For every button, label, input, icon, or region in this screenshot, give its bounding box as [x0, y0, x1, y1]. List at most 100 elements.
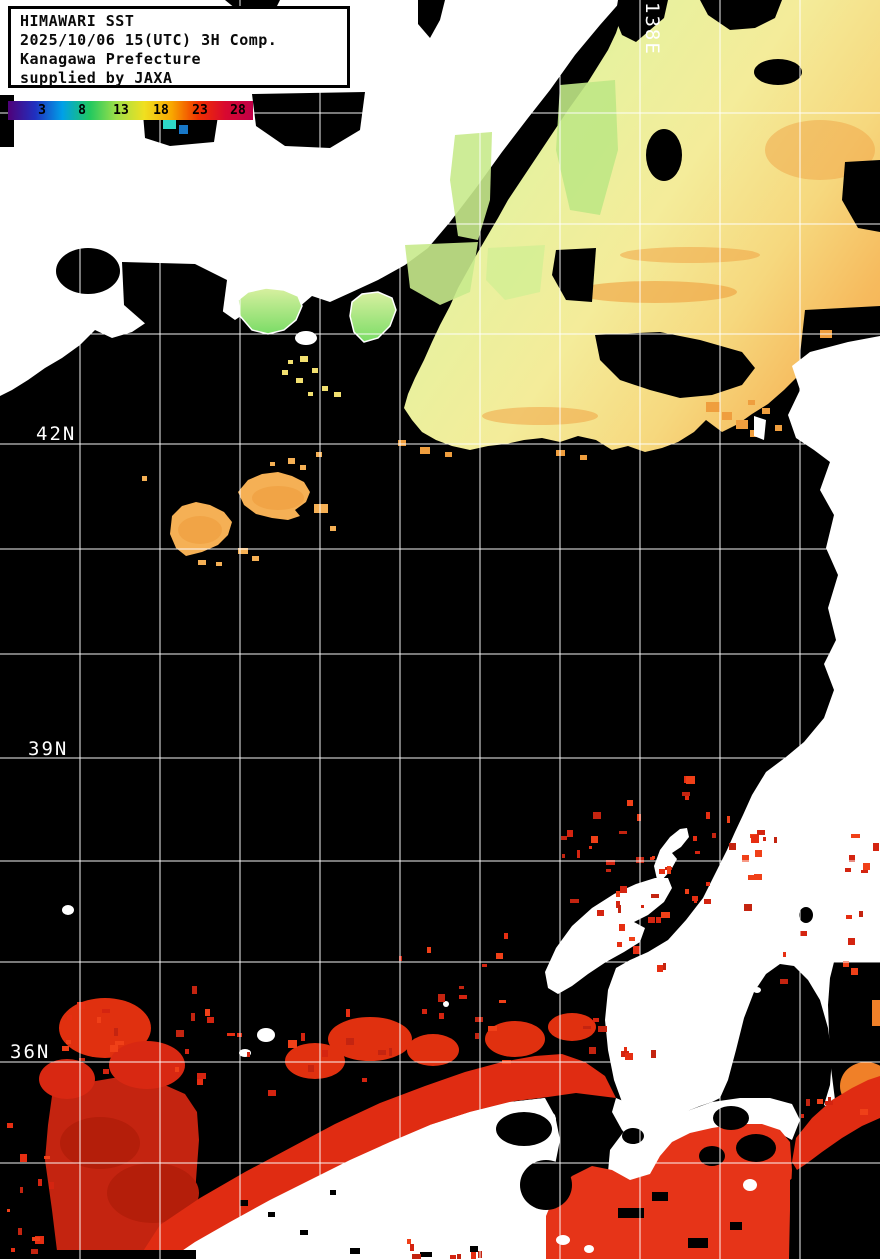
sea-right-of-colorbar	[252, 92, 365, 148]
sst-speckle	[504, 933, 508, 939]
sst-speckle	[110, 1045, 118, 1052]
sst-speckle	[682, 792, 690, 796]
colorbar-tick: 13	[113, 103, 129, 118]
sst-speckle	[706, 882, 710, 886]
sst-speckle	[66, 1040, 71, 1044]
sst-speckle	[62, 1046, 69, 1051]
sst-speckle	[633, 946, 640, 954]
sst-speckle	[817, 1099, 823, 1104]
sst-speckle	[227, 1033, 235, 1036]
sst-speckle	[861, 870, 868, 873]
sst-speckle	[801, 1114, 804, 1118]
map-region: Kanagawa Prefecture	[20, 50, 202, 68]
lat-label-42n: 42N	[36, 423, 76, 445]
sst-speckle	[806, 1099, 810, 1106]
sst-speckle	[695, 851, 700, 854]
sst-speckle	[744, 904, 752, 911]
sst-speckle	[859, 911, 863, 917]
sst-speckle	[475, 1033, 479, 1039]
sst-speckle	[637, 814, 641, 821]
sst-speckle	[288, 1040, 297, 1048]
sst-speckle	[114, 1028, 118, 1036]
sst-speckle	[606, 860, 615, 865]
sst-speckle	[693, 836, 697, 841]
sst-speckle	[846, 915, 852, 919]
sst-speckle	[606, 869, 611, 872]
colorbar-tick: 8	[78, 103, 86, 118]
sst-speckle	[783, 952, 786, 957]
sst-speckle	[77, 1002, 85, 1009]
sst-speckle	[567, 830, 573, 837]
sst-speckle	[97, 1017, 101, 1023]
sst-speckle	[67, 1015, 72, 1020]
sst-speckle-layer	[7, 776, 879, 1259]
lat-label-39n: 39N	[28, 738, 68, 760]
teal-speck	[163, 119, 176, 129]
sst-speckle	[667, 866, 671, 874]
sst-speckle	[593, 1018, 599, 1022]
sst-speckle	[663, 963, 666, 970]
bottom-right-cloud	[790, 1126, 880, 1259]
sst-speckle	[825, 1101, 833, 1105]
sst-speckle	[597, 910, 604, 916]
sst-speckle	[619, 831, 627, 834]
sst-speckle	[11, 1248, 15, 1252]
sst-speckle	[863, 863, 870, 870]
sst-speckle	[641, 905, 644, 908]
sst-speckle	[589, 846, 592, 849]
sst-speckle	[301, 1033, 305, 1041]
sst-speckle	[648, 917, 655, 923]
sst-speckle	[618, 905, 621, 913]
sst-speckle	[18, 1228, 22, 1235]
sst-speckle	[499, 1000, 506, 1003]
yellow-specks	[282, 356, 341, 397]
sst-speckle	[780, 979, 788, 984]
blue-speck	[179, 125, 188, 134]
sst-speckle	[38, 1179, 42, 1186]
sst-speckle	[727, 816, 730, 823]
lat-label-36n: 36N	[10, 1041, 50, 1063]
sst-speckle	[845, 868, 851, 872]
map-credit: supplied by JAXA	[20, 69, 173, 87]
sst-speckle	[661, 912, 670, 918]
coastal-red-streak	[792, 1076, 880, 1170]
sst-speckle	[627, 800, 633, 806]
sst-speckle	[849, 855, 855, 862]
sst-speckle	[685, 793, 689, 800]
peter-bay	[122, 262, 227, 330]
sst-speckle	[102, 1009, 110, 1013]
map-datetime: 2025/10/06 15(UTC) 3H Comp.	[20, 31, 278, 49]
colorbar-tick: 23	[192, 103, 208, 118]
sst-speckle	[686, 776, 695, 784]
sst-speckle	[570, 899, 579, 903]
sst-speckle	[763, 837, 766, 841]
sst-speckle	[562, 854, 565, 858]
sst-speckle	[652, 856, 655, 859]
title-box: HIMAWARI SST 2025/10/06 15(UTC) 3H Comp.…	[8, 6, 350, 88]
sst-speckle	[851, 834, 860, 838]
bay-island	[743, 1179, 757, 1191]
sst-speckle	[561, 836, 567, 840]
sst-speckle	[629, 937, 635, 941]
sst-speckle	[7, 1209, 10, 1212]
sst-speckle	[598, 1026, 607, 1032]
sst-speckle	[619, 924, 625, 931]
sst-speckle	[346, 1038, 354, 1045]
sst-speckle	[755, 850, 762, 857]
sst-speckle	[751, 835, 759, 843]
sst-speckle	[583, 1026, 591, 1029]
colorbar-tick: 18	[153, 103, 169, 118]
sst-speckle	[848, 938, 855, 945]
sst-speckle	[712, 833, 716, 838]
sst-speckle	[115, 1041, 124, 1045]
sst-speckle	[706, 812, 710, 819]
sst-speckle	[843, 961, 849, 967]
sst-speckle	[685, 889, 689, 894]
sst-speckle	[362, 1078, 367, 1082]
colorbar-tick: 3	[38, 103, 46, 118]
sst-speckle	[591, 836, 598, 843]
sst-speckle	[800, 931, 807, 936]
sst-speckle	[389, 1048, 392, 1056]
sst-speckle	[459, 986, 464, 989]
small-islands	[62, 377, 876, 1057]
